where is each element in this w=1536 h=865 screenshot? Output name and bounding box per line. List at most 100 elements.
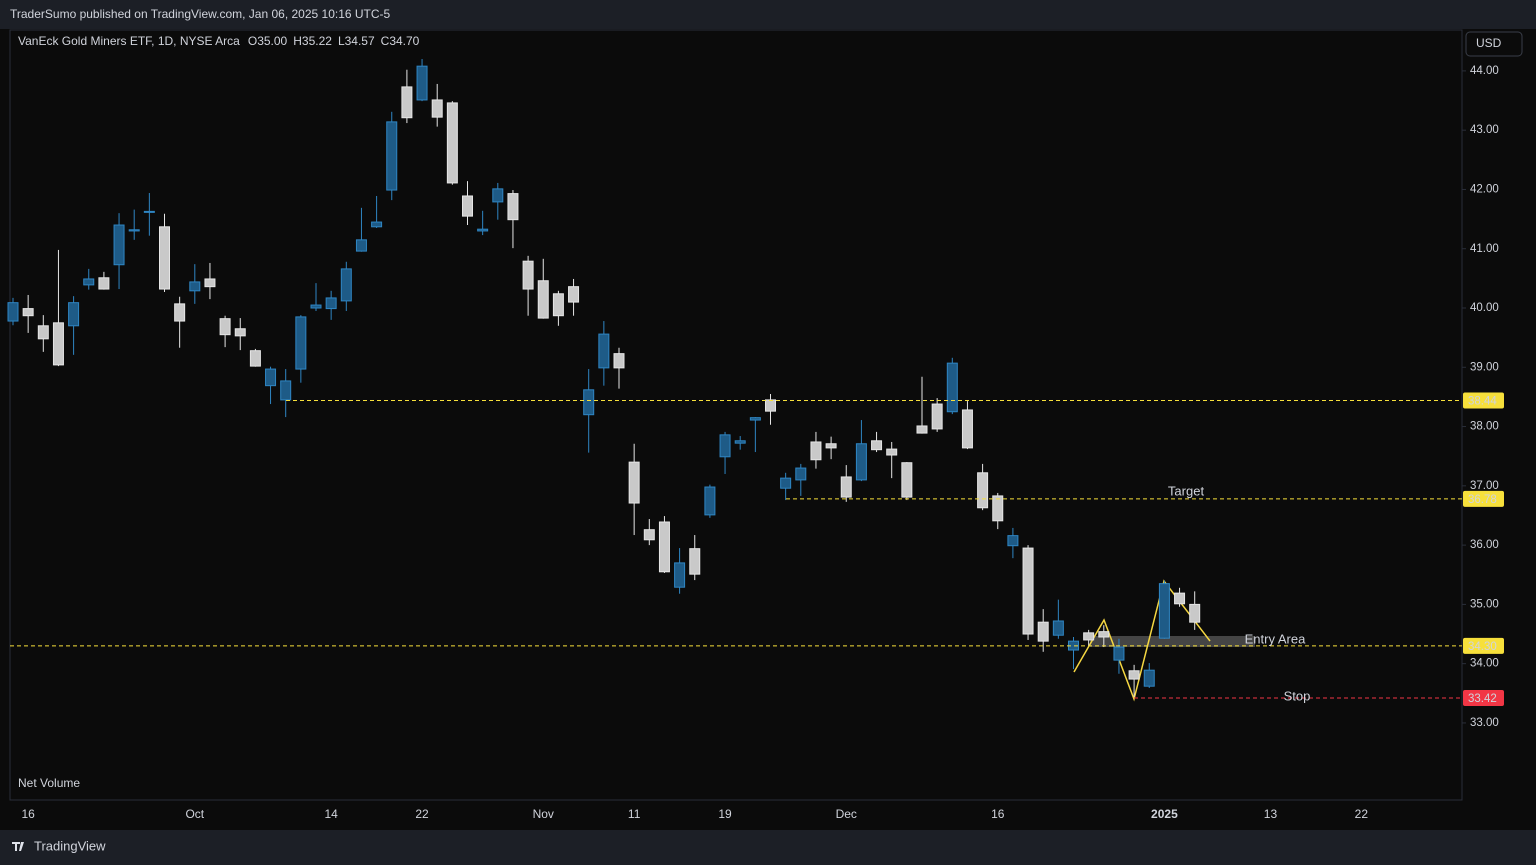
- level-tag: [1463, 690, 1504, 707]
- level-note: Entry Area: [1245, 631, 1306, 646]
- legend-value: 34.70: [389, 34, 419, 48]
- candle-body: [401, 86, 413, 119]
- candle-body: [52, 322, 64, 366]
- candle-body: [568, 286, 580, 303]
- candle-body: [386, 121, 398, 191]
- currency[interactable]: USD: [1476, 36, 1502, 50]
- candle-body: [325, 297, 337, 310]
- candle-body: [1083, 632, 1095, 641]
- x-tick-label: Oct: [185, 807, 204, 821]
- candle-body: [37, 325, 49, 340]
- candle-body: [265, 368, 277, 387]
- candle-body: [249, 350, 261, 367]
- y-tick-label: 35.00: [1470, 598, 1499, 610]
- legend-value: 34.57: [345, 34, 375, 48]
- legend-key: O: [248, 34, 257, 48]
- candle-body: [810, 441, 822, 461]
- candle-body: [1098, 631, 1110, 638]
- x-tick-label: 16: [991, 807, 1005, 821]
- candle-body: [1189, 603, 1201, 623]
- candle-body: [628, 461, 640, 504]
- candle-body: [68, 302, 80, 327]
- candle-body: [537, 280, 549, 319]
- candle-body: [143, 210, 155, 213]
- candle-body: [795, 467, 807, 481]
- candle-body: [416, 65, 428, 101]
- x-tick-label: 22: [1355, 807, 1369, 821]
- candle-body: [946, 362, 958, 413]
- y-tick-label: 39.00: [1470, 361, 1499, 373]
- legend-key: H: [293, 34, 302, 48]
- top-bar: [0, 0, 1536, 29]
- candle-body: [840, 476, 852, 498]
- candle-body: [83, 278, 95, 286]
- legend-key: L: [338, 34, 345, 48]
- level-tag: [1463, 490, 1504, 507]
- plot-area: [9, 29, 1463, 801]
- candle-body: [1174, 592, 1186, 605]
- candle-body: [98, 277, 110, 290]
- candle-body: [128, 229, 140, 232]
- candle-body: [1052, 620, 1064, 636]
- y-tick-label: 40.00: [1470, 302, 1499, 314]
- candle-body: [855, 443, 867, 481]
- candle-body: [1158, 583, 1170, 639]
- candle-body: [643, 529, 655, 541]
- candle-body: [295, 316, 307, 370]
- candle-body: [462, 195, 473, 217]
- candle-body: [583, 389, 595, 416]
- level-label: 33.42: [1468, 693, 1497, 705]
- y-tick-label: 43.00: [1470, 124, 1499, 136]
- y-tick-label: 36.00: [1470, 539, 1499, 551]
- candle-body: [689, 548, 701, 575]
- candle-body: [174, 303, 186, 322]
- level-tag: [1463, 392, 1504, 409]
- y-tick-label: 42.00: [1470, 183, 1499, 195]
- x-tick-label: 2025: [1151, 807, 1178, 821]
- candle-body: [916, 425, 928, 434]
- candle-body: [355, 239, 367, 252]
- candle-body: [749, 417, 761, 421]
- candle-body: [780, 477, 792, 489]
- level-label: 38.44: [1468, 396, 1497, 408]
- candle-body: [1022, 547, 1034, 635]
- legend-key: C: [381, 34, 390, 48]
- candle-body: [446, 102, 458, 184]
- candle-body: [977, 472, 989, 509]
- candle-body: [931, 403, 943, 430]
- candle-body: [1113, 646, 1125, 661]
- candle-body: [719, 434, 731, 458]
- candle-body: [477, 228, 489, 232]
- level-label: 36.78: [1468, 494, 1497, 506]
- symbol-title: VanEck Gold Miners ETF, 1D, NYSE Arca: [18, 34, 240, 48]
- y-tick-label: 33.00: [1470, 717, 1499, 729]
- candle-body: [431, 99, 443, 118]
- x-tick-label: 13: [1264, 807, 1278, 821]
- candle-body: [704, 486, 716, 516]
- level-tag: [1463, 637, 1504, 654]
- candle-body: [113, 224, 125, 266]
- candle-body: [492, 188, 504, 203]
- legend: VanEck Gold Miners ETF, 1D, NYSE Arca O35…: [18, 34, 420, 48]
- currency-button[interactable]: [1465, 31, 1523, 57]
- candle-body: [961, 409, 973, 449]
- level-note: Stop: [1284, 688, 1311, 703]
- x-tick-label: 16: [21, 807, 35, 821]
- y-tick-label: 34.00: [1470, 658, 1499, 670]
- candle-body: [507, 193, 519, 221]
- candle-body: [658, 521, 670, 573]
- brand-logo: [12, 842, 24, 851]
- x-tick-label: 22: [415, 807, 429, 821]
- brand: TradingView: [34, 838, 106, 853]
- publisher: TraderSumo published on TradingView.com,…: [10, 7, 391, 21]
- candle-body: [22, 308, 34, 317]
- x-tick-label: 11: [628, 807, 641, 821]
- candle-body: [1128, 670, 1140, 680]
- legend-value: 35.00: [257, 34, 287, 48]
- candle-body: [552, 293, 564, 317]
- x-tick-label: 19: [718, 807, 732, 821]
- x-tick-label: 14: [324, 807, 338, 821]
- candle-body: [825, 443, 837, 449]
- candle-body: [871, 440, 883, 451]
